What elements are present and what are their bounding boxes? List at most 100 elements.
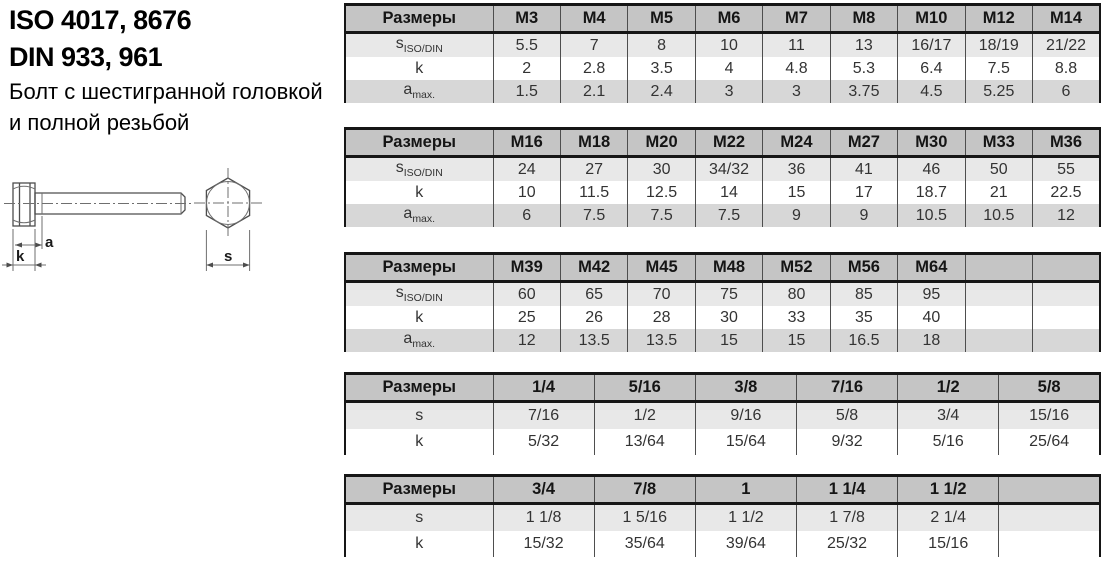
size-column-header: M10 bbox=[897, 4, 966, 34]
size-column-header: M14 bbox=[1032, 4, 1101, 34]
value-cell bbox=[1032, 281, 1101, 306]
size-column-header: M33 bbox=[964, 128, 1034, 158]
value-cell: 5/32 bbox=[492, 429, 595, 455]
value-cell: 13.5 bbox=[627, 329, 696, 352]
row-label-cell: k bbox=[344, 429, 494, 455]
dimension-a: a bbox=[15, 216, 54, 251]
row-label-main: s bbox=[395, 35, 404, 53]
value-cell bbox=[998, 531, 1101, 557]
row-label-main: s bbox=[395, 159, 404, 177]
value-cell: 34/32 bbox=[694, 156, 764, 181]
dimension-row-k: k 5/32 13/64 15/64 9/32 5/16 25/64 bbox=[344, 429, 1101, 455]
value-cell bbox=[998, 503, 1101, 531]
row-label-subscript: max. bbox=[412, 338, 436, 351]
row-label-main: k bbox=[415, 183, 424, 201]
dimension-row-s: sISO/DIN 60 65 70 75 80 85 95 bbox=[344, 281, 1101, 306]
size-column-header: M4 bbox=[559, 4, 629, 34]
size-column-header: M42 bbox=[559, 253, 629, 283]
value-cell: 24 bbox=[492, 156, 561, 181]
value-cell: 2.8 bbox=[559, 57, 629, 80]
row-label-cell: k bbox=[344, 57, 494, 80]
value-cell: 6 bbox=[1032, 80, 1101, 103]
value-cell: 41 bbox=[829, 156, 899, 181]
size-column-header: M56 bbox=[829, 253, 899, 283]
value-cell: 35 bbox=[829, 306, 899, 329]
value-cell: 4.8 bbox=[762, 57, 831, 80]
size-column-header: M52 bbox=[762, 253, 831, 283]
row-label-cell: k bbox=[344, 306, 494, 329]
size-column-header: M8 bbox=[829, 4, 899, 34]
value-cell: 9/16 bbox=[694, 401, 797, 429]
value-cell: 4.5 bbox=[897, 80, 966, 103]
table-header-row: Размеры M3 M4 M5 M6 M7 M8 M10 M12 M14 bbox=[344, 4, 1101, 34]
row-label-cell: amax. bbox=[344, 204, 494, 227]
value-cell: 15/64 bbox=[694, 429, 797, 455]
value-cell: 35/64 bbox=[593, 531, 696, 557]
value-cell: 15/32 bbox=[492, 531, 595, 557]
value-cell: 2.4 bbox=[627, 80, 696, 103]
value-cell: 13 bbox=[829, 32, 899, 57]
dimension-header-cell: Размеры bbox=[344, 373, 494, 403]
size-column-header: 7/8 bbox=[593, 475, 696, 505]
value-cell: 7.5 bbox=[559, 204, 629, 227]
value-cell: 18/19 bbox=[964, 32, 1034, 57]
value-cell: 15 bbox=[694, 329, 764, 352]
dimension-row-s: sISO/DIN 5.5 7 8 10 11 13 16/17 18/19 21/22 bbox=[344, 32, 1101, 57]
size-column-header: M45 bbox=[627, 253, 696, 283]
value-cell: 10.5 bbox=[897, 204, 966, 227]
dim-label-s: s bbox=[224, 248, 232, 265]
size-column-header: 3/4 bbox=[492, 475, 595, 505]
size-column-header: 1 1/2 bbox=[897, 475, 1000, 505]
size-column-header: M12 bbox=[964, 4, 1034, 34]
value-cell: 15/16 bbox=[998, 401, 1101, 429]
row-label-cell: sISO/DIN bbox=[344, 156, 494, 181]
value-cell: 95 bbox=[897, 281, 966, 306]
value-cell: 2.1 bbox=[559, 80, 629, 103]
size-column-header: M18 bbox=[559, 128, 629, 158]
table-metric-m39-m64: Размеры M39 M42 M45 M48 M52 M56 M64 sISO/DIN 60 65… bbox=[344, 252, 1101, 352]
value-cell: 12.5 bbox=[627, 181, 696, 204]
size-column-header: 3/8 bbox=[694, 373, 797, 403]
row-label-main: a bbox=[403, 205, 413, 223]
value-cell: 1 1/2 bbox=[694, 503, 797, 531]
table-metric-m16-m36: Размеры M16 M18 M20 M22 M24 M27 M30 M33 M36 sISO/D… bbox=[344, 127, 1101, 227]
bolt-head-end-view bbox=[194, 168, 262, 238]
dimension-row-a: amax. 1.5 2.1 2.4 3 3 3.75 4.5 5.25 6 bbox=[344, 80, 1101, 103]
value-cell: 2 bbox=[492, 57, 561, 80]
value-cell: 11.5 bbox=[559, 181, 629, 204]
value-cell: 6.4 bbox=[897, 57, 966, 80]
size-column-header bbox=[998, 475, 1101, 505]
value-cell: 3/4 bbox=[897, 401, 1000, 429]
dimension-header-cell: Размеры bbox=[344, 4, 494, 34]
row-label-cell: s bbox=[344, 401, 494, 429]
row-label-cell: amax. bbox=[344, 80, 494, 103]
value-cell: 30 bbox=[694, 306, 764, 329]
size-column-header: 1/2 bbox=[897, 373, 1000, 403]
dimension-s: s bbox=[205, 230, 251, 271]
size-column-header: M64 bbox=[897, 253, 966, 283]
value-cell: 1 5/16 bbox=[593, 503, 696, 531]
table-metric-m3-m14: Размеры M3 M4 M5 M6 M7 M8 M10 M12 M14 sISO/DIN 5.5 7… bbox=[344, 3, 1101, 103]
dimension-row-a: amax. 12 13.5 13.5 15 15 16.5 18 bbox=[344, 329, 1101, 352]
value-cell: 18 bbox=[897, 329, 966, 352]
value-cell bbox=[1032, 306, 1101, 329]
value-cell: 7 bbox=[559, 32, 629, 57]
value-cell: 1/2 bbox=[593, 401, 696, 429]
value-cell: 25 bbox=[492, 306, 561, 329]
row-label-cell: s bbox=[344, 503, 494, 531]
value-cell: 10 bbox=[492, 181, 561, 204]
value-cell: 3 bbox=[762, 80, 831, 103]
dimension-header-cell: Размеры bbox=[344, 253, 494, 283]
value-cell: 1 1/8 bbox=[492, 503, 595, 531]
row-label-main: a bbox=[403, 81, 413, 99]
table-inch-small: Размеры 1/4 5/16 3/8 7/16 1/2 5/8 s 7/16 1/2 9/16 5… bbox=[344, 372, 1101, 455]
size-column-header: 5/8 bbox=[998, 373, 1101, 403]
row-label-main: k bbox=[415, 433, 424, 450]
row-label-main: s bbox=[415, 407, 424, 424]
description-line-2: и полной резьбой bbox=[9, 110, 190, 135]
size-column-header bbox=[1032, 253, 1101, 283]
dimension-k: k bbox=[2, 229, 46, 271]
din-standard-title: DIN 933, 961 bbox=[9, 42, 163, 72]
value-cell: 75 bbox=[694, 281, 764, 306]
value-cell: 15 bbox=[762, 329, 831, 352]
